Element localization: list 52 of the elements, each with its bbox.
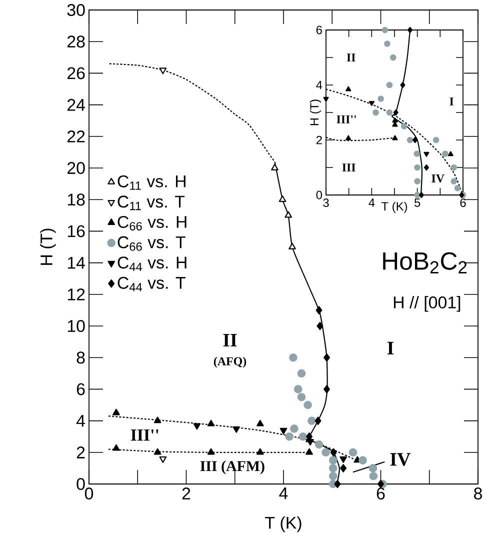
annotation: II — [346, 54, 356, 62]
legend-label: C$_{66}$ vs. H — [118, 216, 186, 230]
y-axis-title: H (T) — [310, 100, 321, 126]
y-tick-label: 22 — [68, 130, 85, 142]
annotation: III'' — [130, 429, 158, 441]
y-tick-label: 8 — [76, 352, 85, 364]
annotation: H // [001] — [394, 296, 460, 312]
y-tick-label: 0 — [316, 190, 322, 200]
legend-label: C$_{66}$ vs. T — [118, 236, 186, 251]
annotation: II — [223, 334, 237, 346]
annotation: III — [342, 164, 356, 172]
y-tick-label: 2 — [316, 136, 322, 144]
legend-label: C$_{44}$ vs. H — [118, 256, 186, 271]
annotation: III'' — [336, 115, 356, 124]
y-tick-label: 0 — [76, 478, 85, 490]
annotation: III (AFM) — [200, 460, 264, 474]
y-tick-label: 6 — [76, 383, 85, 396]
x-axis-title: T (K) — [381, 202, 408, 213]
y-tick-label: 26 — [68, 67, 85, 80]
x-tick-label: 3 — [323, 198, 329, 207]
y-tick-label: 4 — [316, 80, 322, 90]
x-tick-label: 6 — [460, 198, 466, 207]
y-tick-label: 12 — [68, 288, 85, 300]
x-tick-label: 5 — [414, 198, 420, 207]
y-tick-label: 28 — [68, 36, 85, 48]
y-tick-label: 20 — [68, 162, 85, 174]
legend-label: C$_{11}$ vs. H — [118, 175, 186, 190]
y-tick-label: 24 — [68, 98, 85, 111]
legend-label: C$_{11}$ vs. T — [118, 196, 185, 210]
annotation: I — [450, 98, 454, 106]
annotation: HoB$_{2}$C$_{2}$ — [383, 252, 467, 274]
y-axis-title: H (T) — [40, 228, 56, 265]
x-tick-label: 8 — [474, 488, 482, 500]
x-tick-label: 4 — [279, 488, 288, 500]
y-tick-label: 4 — [76, 414, 85, 427]
y-tick-label: 10 — [68, 320, 85, 332]
y-tick-label: 6 — [316, 26, 322, 34]
x-tick-label: 6 — [376, 488, 385, 500]
annotation: (AFQ) — [214, 356, 246, 368]
annotation: IV — [432, 174, 444, 183]
annotation: I — [387, 342, 394, 354]
y-tick-label: 18 — [68, 194, 85, 206]
x-axis-title: T (K) — [265, 516, 302, 532]
annotation: IV — [390, 453, 410, 466]
y-tick-label: 16 — [68, 225, 85, 238]
x-tick-label: 4 — [368, 198, 375, 207]
y-tick-label: 2 — [76, 446, 85, 458]
x-tick-label: 2 — [182, 488, 190, 500]
y-tick-label: 14 — [68, 256, 85, 269]
legend-label: C$_{44}$ vs. T — [118, 276, 186, 292]
y-tick-label: 30 — [67, 4, 85, 16]
x-tick-label: 0 — [84, 488, 94, 500]
